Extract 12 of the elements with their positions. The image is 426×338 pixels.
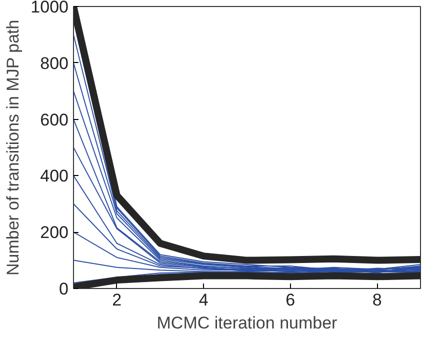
- x-tick-label: 8: [372, 290, 382, 310]
- y-tick-label: 200: [40, 223, 69, 242]
- x-tick-label: 2: [112, 290, 122, 310]
- y-tick-label: 600: [40, 110, 69, 130]
- y-tick-label: 0: [59, 280, 69, 298]
- y-tick-label: 1000: [30, 0, 69, 16]
- x-tick-label: 4: [198, 290, 208, 310]
- y-axis-title: Number of transitions in MJP path: [4, 20, 23, 276]
- x-tick-label: 6: [286, 290, 296, 310]
- x-axis-title: MCMC iteration number: [156, 314, 338, 332]
- y-tick-label: 400: [40, 166, 69, 186]
- y-tick-label: 800: [40, 54, 69, 73]
